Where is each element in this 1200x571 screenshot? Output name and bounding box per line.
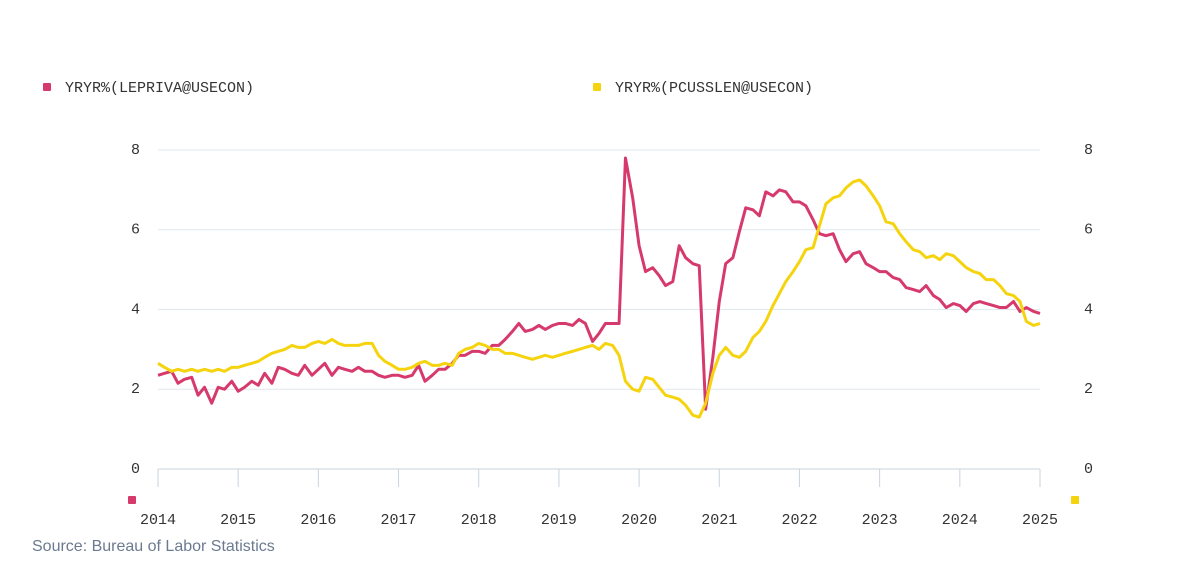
x-tick-label: 2015 xyxy=(220,512,256,529)
x-tick-label: 2020 xyxy=(621,512,657,529)
source-note: Source: Bureau of Labor Statistics xyxy=(32,538,275,555)
series-line xyxy=(157,156,1041,411)
series-line xyxy=(157,178,1041,419)
legend-label: YRYR%(PCUSSLEN@USECON) xyxy=(615,80,813,97)
axis-marker xyxy=(1071,496,1079,504)
legend-label: YRYR%(LEPRIVA@USECON) xyxy=(65,80,254,97)
x-tick-label: 2016 xyxy=(300,512,336,529)
legend-swatch xyxy=(593,83,601,91)
y2-tick-label: 0 xyxy=(1084,461,1093,478)
y-tick-label: 0 xyxy=(131,461,140,478)
y-tick-label: 4 xyxy=(131,301,140,318)
x-tick-label: 2023 xyxy=(862,512,898,529)
x-tick-label: 2021 xyxy=(701,512,737,529)
y2-tick-label: 2 xyxy=(1084,381,1093,398)
x-tick-label: 2017 xyxy=(381,512,417,529)
legend-swatch xyxy=(43,83,51,91)
y-tick-label: 2 xyxy=(131,381,140,398)
x-tick-label: 2019 xyxy=(541,512,577,529)
x-tick-label: 2025 xyxy=(1022,512,1058,529)
y-tick-label: 6 xyxy=(131,222,140,239)
y2-tick-label: 8 xyxy=(1084,142,1093,159)
axis-marker xyxy=(128,496,136,504)
y2-tick-label: 6 xyxy=(1084,222,1093,239)
x-tick-label: 2018 xyxy=(461,512,497,529)
x-tick-label: 2022 xyxy=(781,512,817,529)
x-tick-label: 2014 xyxy=(140,512,176,529)
y2-tick-label: 4 xyxy=(1084,301,1093,318)
y-tick-label: 8 xyxy=(131,142,140,159)
x-tick-label: 2024 xyxy=(942,512,978,529)
